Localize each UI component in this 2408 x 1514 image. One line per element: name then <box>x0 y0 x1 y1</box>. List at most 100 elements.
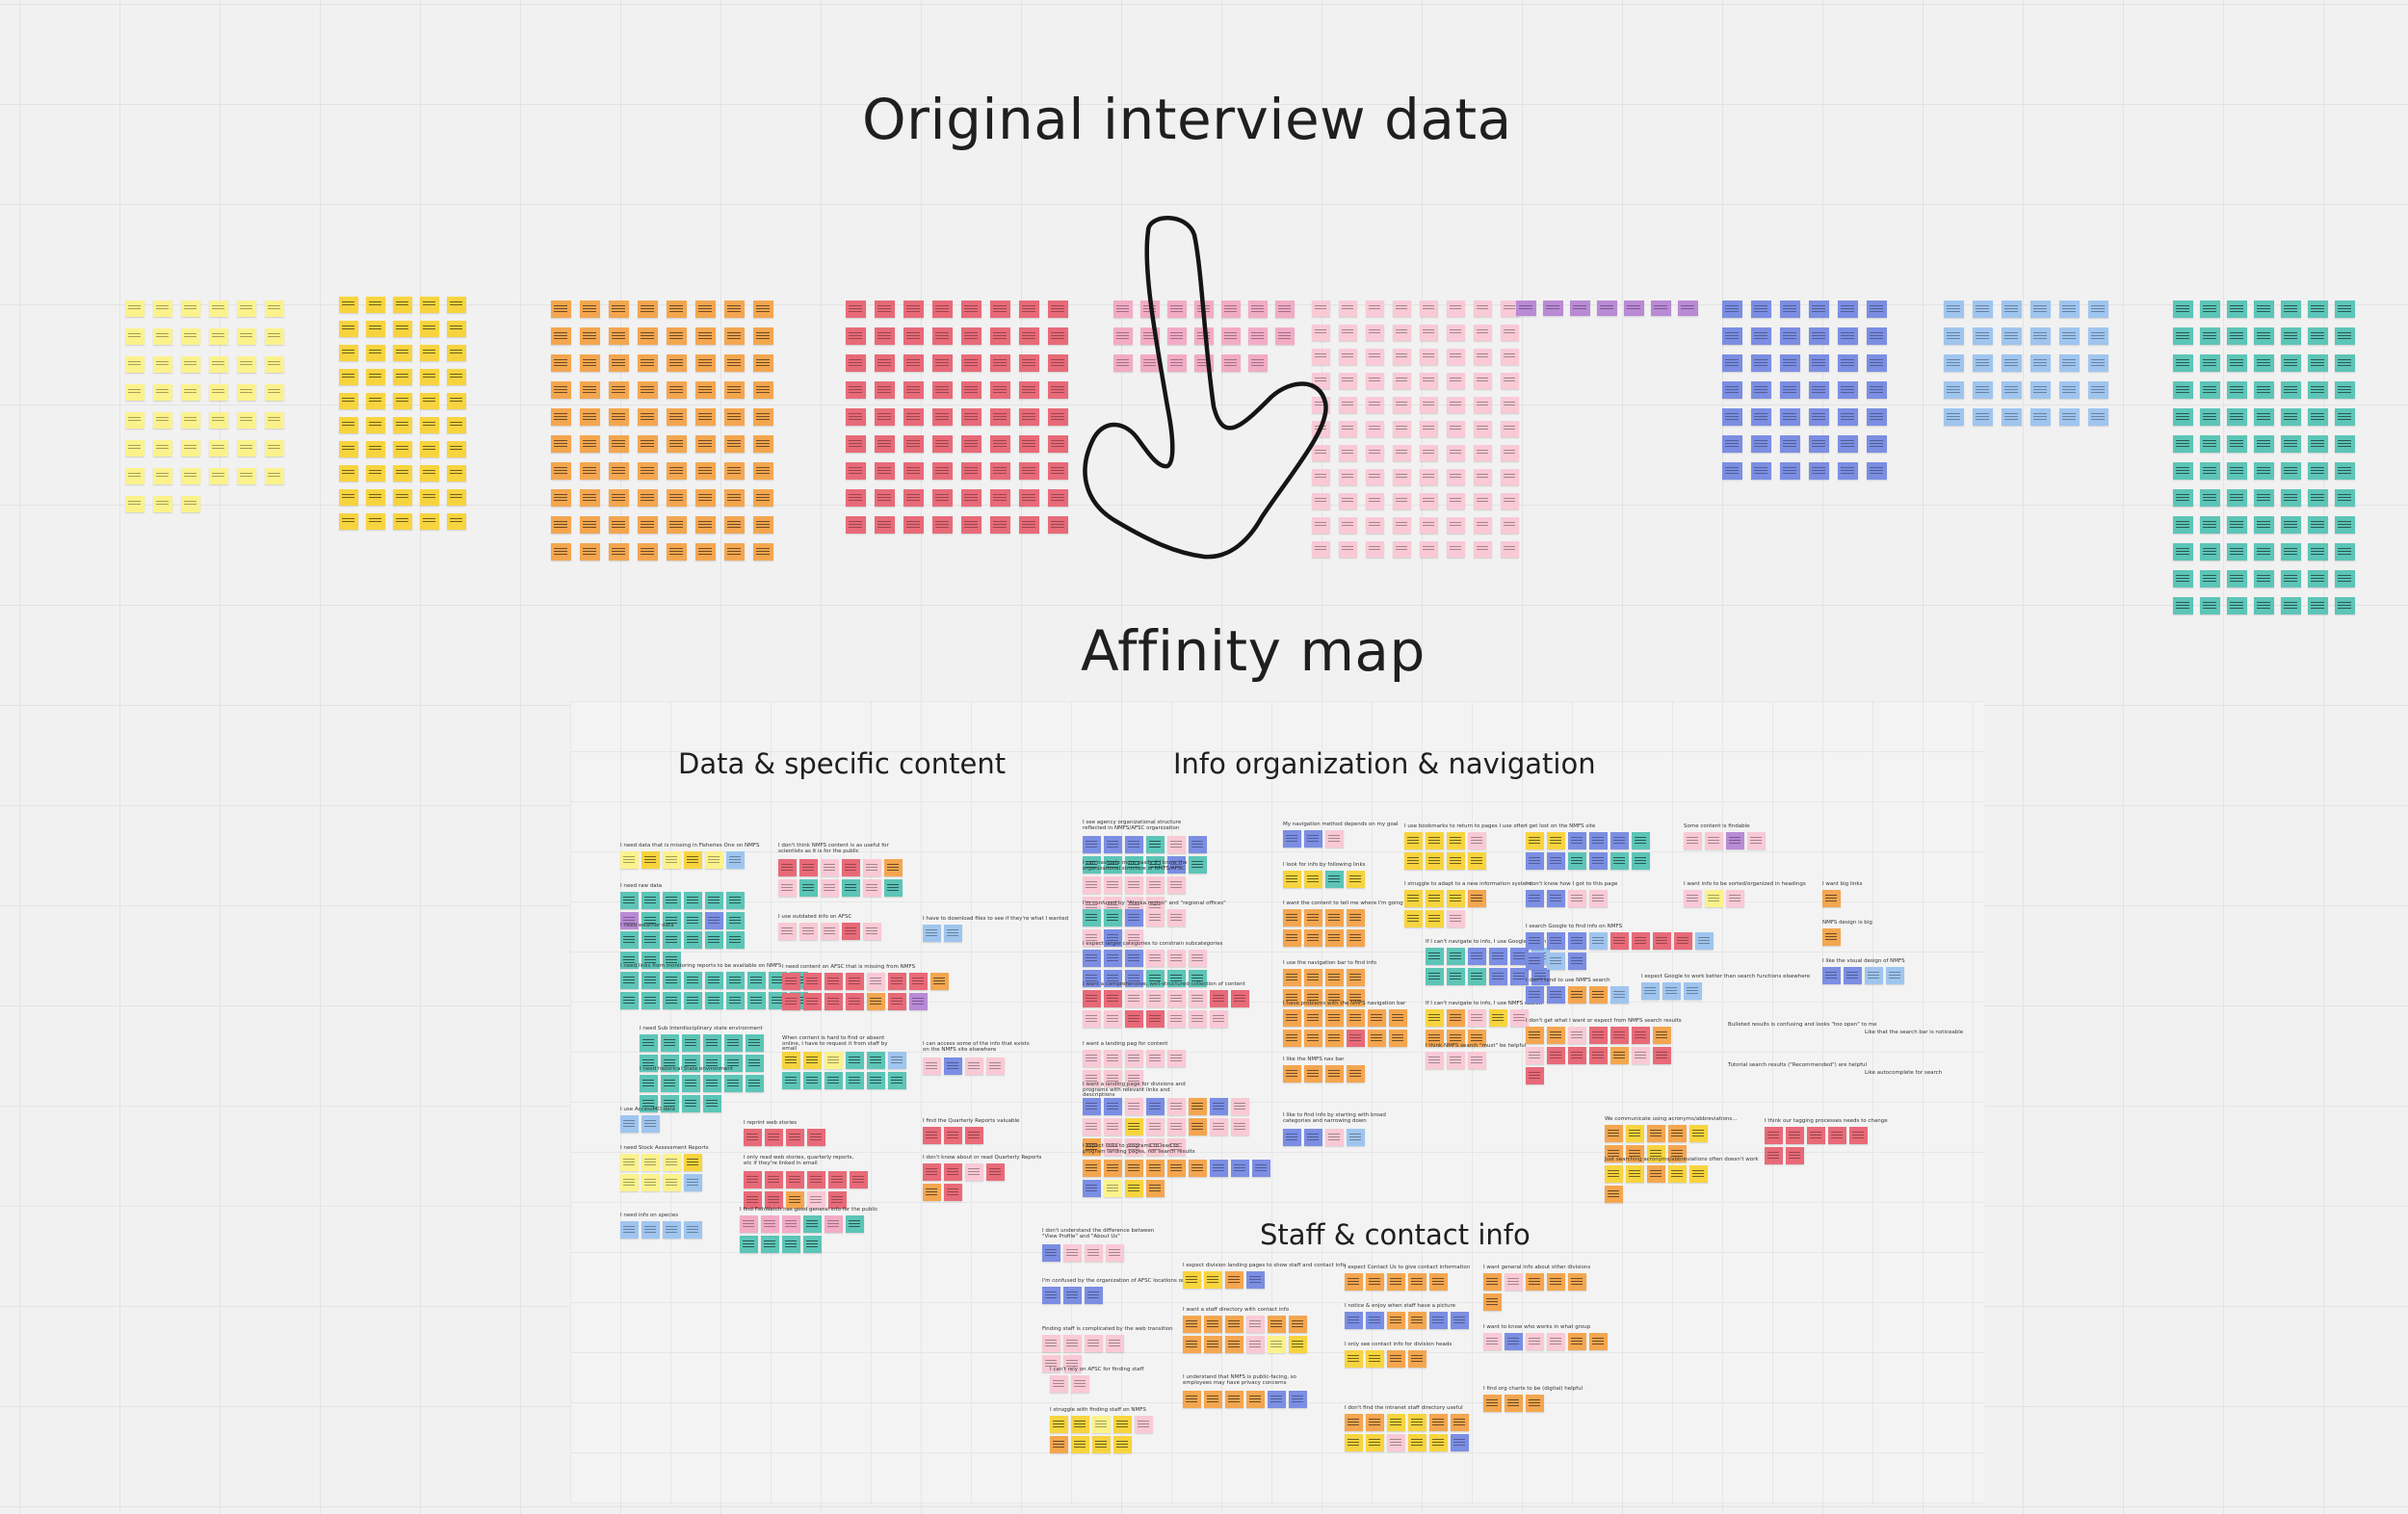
sticky-note[interactable] <box>1751 300 1771 318</box>
sticky-note[interactable] <box>903 300 924 318</box>
sticky-note[interactable] <box>1393 397 1411 413</box>
sticky-note[interactable] <box>2254 543 2274 561</box>
sticky-note[interactable] <box>125 300 144 317</box>
sticky-note[interactable] <box>638 408 658 426</box>
sticky-note[interactable] <box>1610 1027 1629 1044</box>
sticky-note[interactable] <box>2281 381 2301 399</box>
group-label[interactable]: I find FishWatch has good general info f… <box>740 1207 878 1213</box>
sticky-note[interactable] <box>724 408 745 426</box>
sticky-note[interactable] <box>1501 541 1519 558</box>
sticky-note[interactable] <box>1610 986 1629 1004</box>
sticky-note[interactable] <box>1167 300 1187 318</box>
sticky-note[interactable] <box>641 912 660 929</box>
sticky-note[interactable] <box>824 1215 843 1233</box>
sticky-note[interactable] <box>1393 373 1411 389</box>
sticky-note[interactable] <box>393 393 412 409</box>
sticky-note[interactable] <box>1125 876 1143 894</box>
sticky-note[interactable] <box>1083 990 1101 1007</box>
sticky-note[interactable] <box>863 879 881 897</box>
sticky-note[interactable] <box>1568 986 1586 1004</box>
sticky-note[interactable] <box>753 489 773 507</box>
sticky-note[interactable] <box>1605 1145 1623 1162</box>
sticky-note[interactable] <box>1366 541 1384 558</box>
sticky-note[interactable] <box>888 993 906 1010</box>
sticky-note[interactable] <box>1420 397 1438 413</box>
sticky-note[interactable] <box>2227 489 2247 507</box>
sticky-note[interactable] <box>420 297 439 313</box>
sticky-note[interactable] <box>703 1055 721 1072</box>
sticky-note[interactable] <box>209 440 228 457</box>
sticky-note[interactable] <box>744 1171 762 1188</box>
sticky-note[interactable] <box>1408 1350 1426 1368</box>
sticky-note[interactable] <box>2227 408 2247 426</box>
sticky-note[interactable] <box>2173 516 2193 534</box>
sticky-note[interactable] <box>1083 1160 1101 1177</box>
sticky-note[interactable] <box>1547 932 1565 950</box>
sticky-note[interactable] <box>1838 435 1858 453</box>
sticky-note[interactable] <box>846 327 866 345</box>
sticky-note[interactable] <box>1304 989 1322 1006</box>
sticky-note[interactable] <box>1589 932 1608 950</box>
sticky-note[interactable] <box>1146 1180 1165 1197</box>
sticky-note[interactable] <box>1526 1395 1544 1412</box>
sticky-note[interactable] <box>990 516 1010 534</box>
sticky-note[interactable] <box>1085 1335 1103 1352</box>
sticky-note[interactable] <box>909 993 928 1010</box>
group-label[interactable]: Bulleted results is confusing and looks … <box>1728 1022 1877 1028</box>
sticky-note[interactable] <box>393 489 412 506</box>
sticky-note[interactable] <box>1283 989 1301 1006</box>
sticky-note[interactable] <box>1474 469 1492 485</box>
sticky-note[interactable] <box>684 851 702 869</box>
group-label[interactable]: I can navigate more easily if I know the… <box>1083 860 1188 872</box>
sticky-note[interactable] <box>447 345 466 361</box>
sticky-note[interactable] <box>923 1163 941 1181</box>
sticky-note[interactable] <box>661 1034 679 1052</box>
group-label[interactable]: I want a comprehensive, well-structured … <box>1083 981 1245 987</box>
sticky-note[interactable] <box>1780 381 1800 399</box>
sticky-note[interactable] <box>903 489 924 507</box>
sticky-note[interactable] <box>447 369 466 385</box>
sticky-note[interactable] <box>684 912 702 929</box>
sticky-note[interactable] <box>641 972 660 989</box>
sticky-note[interactable] <box>932 516 953 534</box>
sticky-note[interactable] <box>1822 928 1841 946</box>
sticky-note[interactable] <box>447 513 466 530</box>
sticky-note[interactable] <box>1426 948 1444 965</box>
sticky-note[interactable] <box>986 1163 1005 1181</box>
sticky-note[interactable] <box>867 993 885 1010</box>
sticky-note[interactable] <box>580 381 600 399</box>
sticky-note[interactable] <box>1283 1009 1301 1027</box>
sticky-note[interactable] <box>695 354 716 372</box>
sticky-note[interactable] <box>1339 300 1357 317</box>
sticky-note[interactable] <box>447 465 466 482</box>
sticky-note[interactable] <box>339 345 358 361</box>
sticky-note[interactable] <box>846 1072 864 1089</box>
sticky-note[interactable] <box>1246 1336 1265 1353</box>
sticky-note[interactable] <box>1838 381 1858 399</box>
sticky-note[interactable] <box>2281 327 2301 345</box>
sticky-note[interactable] <box>2308 300 2328 318</box>
sticky-note[interactable] <box>1275 327 1295 345</box>
sticky-note[interactable] <box>1083 836 1101 853</box>
sticky-note[interactable] <box>765 1171 783 1188</box>
sticky-note[interactable] <box>366 441 385 457</box>
sticky-note[interactable] <box>1468 890 1486 907</box>
sticky-note[interactable] <box>1531 968 1550 985</box>
sticky-note[interactable] <box>930 973 949 990</box>
sticky-note[interactable] <box>1944 327 1964 345</box>
sticky-note[interactable] <box>580 354 600 372</box>
sticky-note[interactable] <box>990 354 1010 372</box>
sticky-note[interactable] <box>1083 929 1101 947</box>
sticky-note[interactable] <box>846 1215 864 1233</box>
sticky-note[interactable] <box>923 1057 941 1075</box>
sticky-note[interactable] <box>1722 381 1742 399</box>
sticky-note[interactable] <box>339 393 358 409</box>
sticky-note[interactable] <box>1447 445 1465 461</box>
sticky-note[interactable] <box>1408 1414 1426 1431</box>
sticky-note[interactable] <box>2254 354 2274 372</box>
sticky-note[interactable] <box>1083 909 1101 927</box>
sticky-note[interactable] <box>753 300 773 318</box>
sticky-note[interactable] <box>1447 852 1465 870</box>
group-label[interactable]: When content is hard to find or absent o… <box>782 1035 888 1052</box>
sticky-note[interactable] <box>1501 493 1519 509</box>
